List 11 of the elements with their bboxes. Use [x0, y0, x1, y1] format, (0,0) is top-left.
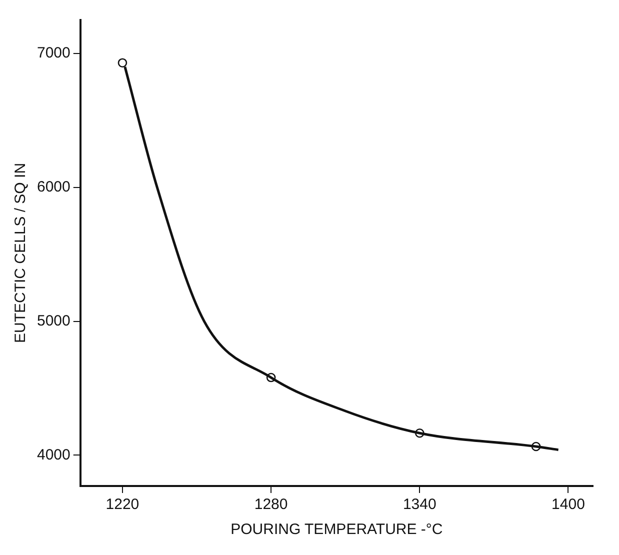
- x-axis-title: POURING TEMPERATURE -°C: [230, 521, 443, 538]
- x-tick-label: 1340: [402, 496, 436, 514]
- y-tick-label: 6000: [36, 178, 70, 196]
- x-tick-label: 1220: [106, 496, 140, 514]
- y-axis-title: EUTECTIC CELLS / SQ IN: [12, 162, 30, 344]
- y-tick-label: 7000: [36, 44, 70, 62]
- x-tick-label: 1400: [552, 496, 585, 514]
- point: [118, 58, 128, 68]
- y-tick-label: 4000: [36, 446, 70, 464]
- y-tick-label: 5000: [36, 312, 70, 330]
- x-tick-label: 1280: [254, 496, 288, 514]
